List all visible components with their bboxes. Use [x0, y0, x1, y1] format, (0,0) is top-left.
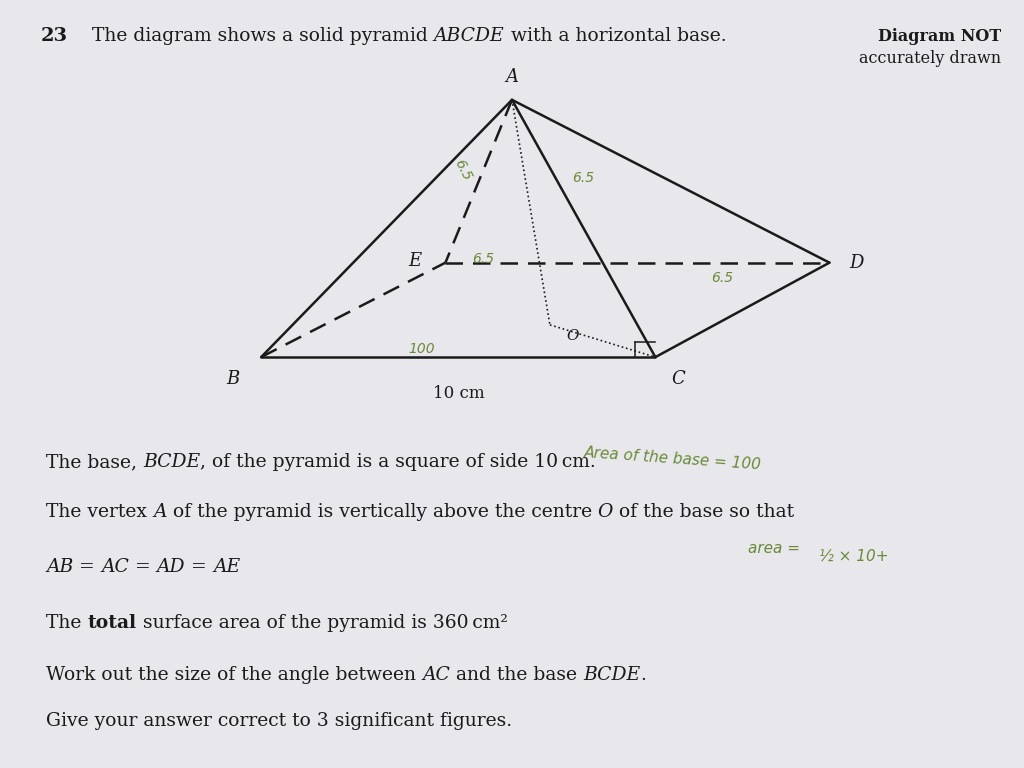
- Text: area =: area =: [748, 541, 800, 557]
- Text: E: E: [409, 252, 421, 270]
- Text: A: A: [506, 68, 518, 86]
- Text: D: D: [849, 253, 863, 272]
- Text: 6.5: 6.5: [452, 157, 474, 184]
- Text: BCDE: BCDE: [583, 666, 640, 684]
- Text: total: total: [87, 614, 136, 632]
- Text: ABCDE: ABCDE: [434, 27, 505, 45]
- Text: B: B: [226, 369, 239, 388]
- Text: 6.5: 6.5: [572, 171, 595, 185]
- Text: and the base: and the base: [450, 666, 583, 684]
- Text: Diagram NOT: Diagram NOT: [879, 28, 1001, 45]
- Text: AB: AB: [46, 558, 74, 576]
- Text: The base,: The base,: [46, 453, 143, 471]
- Text: Area of the base = 100: Area of the base = 100: [584, 445, 762, 473]
- Text: 23: 23: [41, 27, 68, 45]
- Text: AE: AE: [213, 558, 241, 576]
- Text: The vertex: The vertex: [46, 503, 153, 521]
- Text: =: =: [129, 558, 157, 576]
- Text: AC: AC: [101, 558, 129, 576]
- Text: AC: AC: [422, 666, 450, 684]
- Text: surface area of the pyramid is 360 cm²: surface area of the pyramid is 360 cm²: [136, 614, 507, 632]
- Text: 6.5: 6.5: [711, 271, 733, 285]
- Text: 100: 100: [409, 343, 435, 356]
- Text: with a horizontal base.: with a horizontal base.: [505, 27, 726, 45]
- Text: of the pyramid is vertically above the centre: of the pyramid is vertically above the c…: [167, 503, 598, 521]
- Text: Work out the size of the angle between: Work out the size of the angle between: [46, 666, 422, 684]
- Text: =: =: [74, 558, 101, 576]
- Text: The diagram shows a solid pyramid: The diagram shows a solid pyramid: [92, 27, 434, 45]
- Text: of the base so that: of the base so that: [613, 503, 795, 521]
- Text: BCDE: BCDE: [143, 453, 201, 471]
- Text: accurately drawn: accurately drawn: [859, 50, 1001, 67]
- Text: AD: AD: [157, 558, 185, 576]
- Text: O: O: [598, 503, 613, 521]
- Text: O: O: [566, 329, 579, 343]
- Text: .: .: [640, 666, 646, 684]
- Text: C: C: [671, 369, 685, 388]
- Text: Give your answer correct to 3 significant figures.: Give your answer correct to 3 significan…: [46, 712, 512, 730]
- Text: A: A: [153, 503, 167, 521]
- Text: 10 cm: 10 cm: [433, 385, 484, 402]
- Text: , of the pyramid is a square of side 10 cm.: , of the pyramid is a square of side 10 …: [201, 453, 596, 471]
- Text: The: The: [46, 614, 87, 632]
- Text: ½ × 10+: ½ × 10+: [819, 549, 889, 564]
- Text: =: =: [185, 558, 213, 576]
- Text: 6.5: 6.5: [472, 252, 495, 266]
